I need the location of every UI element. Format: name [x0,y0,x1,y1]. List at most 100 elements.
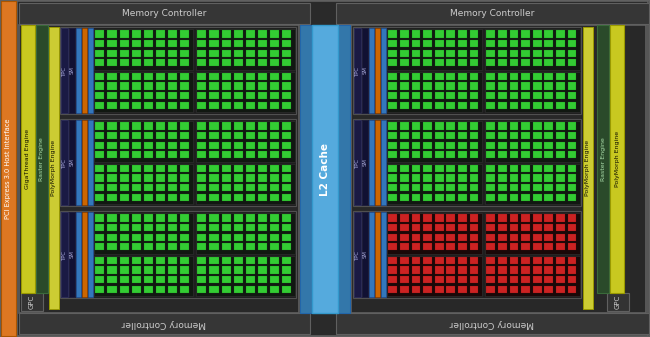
Bar [423,40,432,47]
Bar [486,267,495,274]
Bar [168,142,177,149]
Bar [222,234,231,241]
Bar [423,102,432,109]
Bar [246,276,255,283]
Bar [180,165,189,172]
Bar [258,224,267,231]
Bar [411,286,421,293]
Bar [411,40,421,47]
Bar [447,276,455,283]
Bar [486,214,495,221]
Bar [521,122,530,129]
Bar [209,73,218,80]
Bar [388,40,397,47]
Bar [258,257,267,264]
Bar [400,83,409,90]
Bar [545,83,553,90]
Bar [381,28,386,113]
Bar [411,165,421,172]
Bar [270,224,279,231]
Bar [198,40,207,47]
Bar [156,234,165,241]
Bar [234,257,242,264]
Bar [168,102,177,109]
Bar [354,120,361,205]
Bar [61,120,68,205]
Bar [168,165,177,172]
Bar [120,267,129,274]
Bar [96,175,105,182]
Bar [246,122,255,129]
Bar [156,102,165,109]
Bar [156,276,165,283]
Bar [498,224,506,231]
Bar [423,243,432,250]
Bar [400,132,409,139]
Bar [270,40,279,47]
Bar [258,214,267,221]
Bar [470,257,478,264]
Bar [470,132,478,139]
Bar [132,73,141,80]
Bar [400,142,409,149]
Bar [400,257,409,264]
Bar [120,50,129,57]
Bar [486,243,495,250]
Bar [209,267,218,274]
Bar [447,257,455,264]
Bar [132,151,141,158]
Bar [61,212,68,297]
Bar [336,313,649,334]
Bar [545,257,553,264]
Bar [180,122,189,129]
Bar [282,214,291,221]
Bar [556,276,565,283]
Bar [533,194,541,201]
Bar [486,165,495,172]
Bar [510,276,518,283]
Bar [120,122,129,129]
Bar [400,59,409,66]
Text: TPC: TPC [355,157,360,167]
Bar [120,276,129,283]
Bar [567,132,577,139]
Bar [107,142,116,149]
Bar [388,73,397,80]
Bar [180,257,189,264]
Bar [567,224,577,231]
Bar [196,163,295,204]
Bar [222,243,231,250]
Bar [458,122,467,129]
Bar [400,224,409,231]
Bar [107,132,116,139]
Bar [156,132,165,139]
Bar [470,194,478,201]
Bar [132,50,141,57]
Bar [258,184,267,191]
Bar [246,92,255,99]
Bar [458,214,467,221]
Bar [387,255,482,296]
Bar [533,267,541,274]
Bar [411,132,421,139]
Text: TPC: TPC [62,65,67,75]
Bar [521,224,530,231]
Bar [234,59,242,66]
Bar [351,25,646,313]
Bar [144,50,153,57]
Bar [300,25,312,313]
Bar [107,267,116,274]
Bar [156,151,165,158]
Bar [144,175,153,182]
Bar [96,30,105,37]
Text: SM: SM [363,251,367,258]
Bar [144,142,153,149]
Bar [282,92,291,99]
Bar [411,234,421,241]
Bar [168,59,177,66]
Bar [198,59,207,66]
Bar [168,92,177,99]
Bar [180,276,189,283]
Bar [209,102,218,109]
Bar [533,59,541,66]
